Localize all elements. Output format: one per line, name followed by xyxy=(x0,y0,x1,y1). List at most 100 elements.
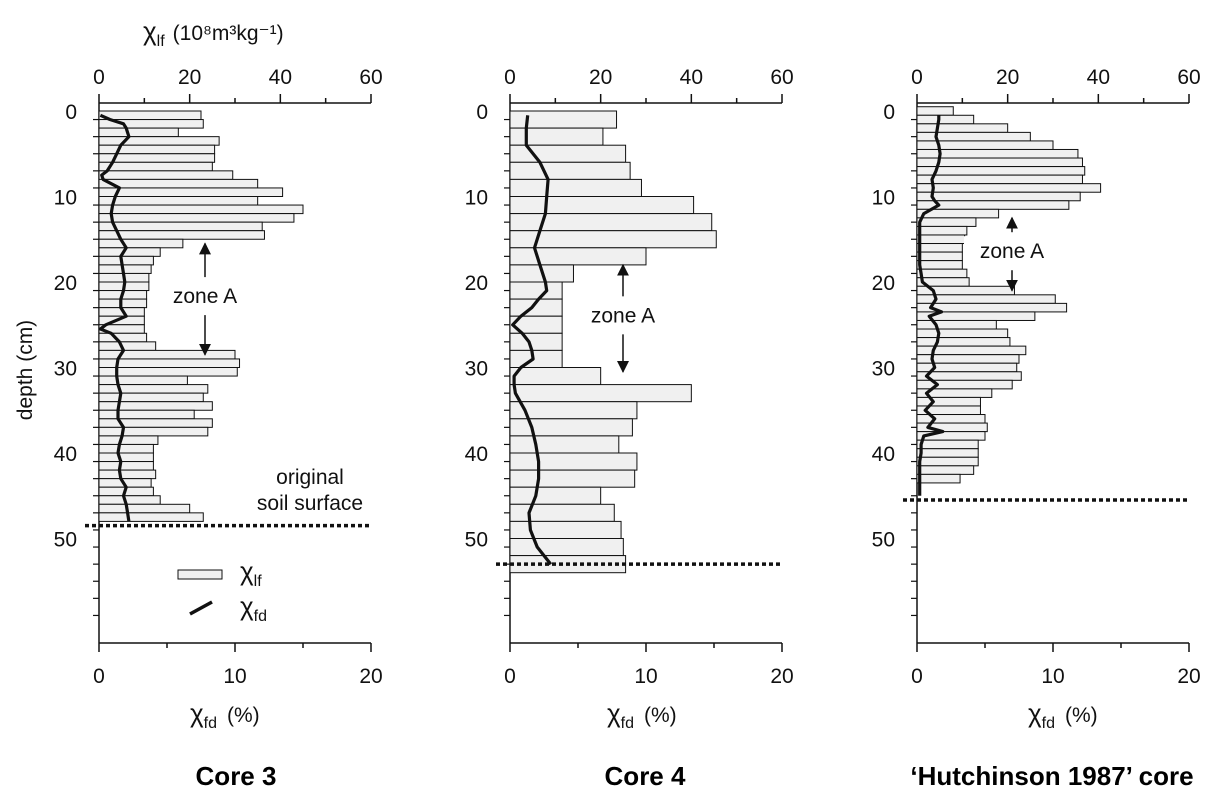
bottom-axis-unit: (%) xyxy=(644,704,677,727)
depth-tick-label: 30 xyxy=(465,358,488,381)
chi-lf-bar xyxy=(509,469,636,488)
depth-tick-label: 0 xyxy=(476,101,488,124)
legend-label-chi-lf: χlf xyxy=(240,556,262,590)
depth-tick-label: 40 xyxy=(465,443,488,466)
top-tick-label: 0 xyxy=(93,66,105,89)
bottom-axis-label-core-4: χfd (%) xyxy=(607,698,677,732)
chi-lf-bar xyxy=(509,503,615,522)
chi-lf-bar xyxy=(98,161,213,172)
chi-lf-bar xyxy=(509,127,604,146)
chi-lf-bar xyxy=(916,448,979,458)
chi-lf-bar xyxy=(916,328,1009,339)
legend: χlf χfd xyxy=(177,556,267,625)
chi-lf-bar xyxy=(509,161,631,180)
chi-lf-bar xyxy=(98,127,179,138)
panel-title-core-4: Core 4 xyxy=(605,761,686,791)
panel-core-4: 0 20 40 60 0 10 20 0 10 20 30 40 50 zone A xyxy=(465,66,794,688)
panel-hutchinson-1987-core: 0 20 40 60 0 10 20 0 10 20 30 40 50 zone A xyxy=(872,66,1201,688)
bottom-tick-label: 0 xyxy=(93,665,105,688)
panel-core-3: 0 20 40 60 0 10 20 0 10 20 30 40 50 zone A xyxy=(54,66,383,688)
chi-lf-bar xyxy=(916,473,961,484)
chi-lf-bar xyxy=(509,178,642,197)
chi-lf-bar xyxy=(916,337,1011,347)
bottom-tick-label: 0 xyxy=(504,665,516,688)
chi-lf-bar xyxy=(98,110,202,121)
chi-lf-bar xyxy=(916,123,1009,133)
chi-lf-bar xyxy=(98,341,157,351)
top-tick-label: 20 xyxy=(178,66,201,89)
chi-lf-bar xyxy=(916,465,975,475)
bottom-tick-label: 20 xyxy=(359,665,382,688)
chi-lf-bar xyxy=(98,178,259,189)
chi-lf-bar xyxy=(916,157,1083,168)
chi-lf-bar xyxy=(98,221,263,232)
top-tick-label: 60 xyxy=(770,66,793,89)
chi-lf-bar xyxy=(98,384,209,394)
chi-lf-bar xyxy=(98,503,191,514)
top-axis-unit: (10⁸m³kg⁻¹) xyxy=(173,22,284,45)
chi-lf-bar xyxy=(509,486,602,505)
chi-lf-bar xyxy=(916,294,1056,304)
chi-lf-bar xyxy=(916,439,979,450)
chi-lf-bar xyxy=(509,452,638,471)
depth-tick-label: 30 xyxy=(872,358,895,381)
top-tick-label: 60 xyxy=(359,66,382,89)
chi-lf-bar xyxy=(98,435,159,445)
depth-tick-label: 20 xyxy=(54,272,77,295)
chi-lf-bar xyxy=(509,538,624,557)
chi-lf-bar xyxy=(98,264,152,274)
legend-chi-lf-subscript: lf xyxy=(254,573,263,590)
chi-lf-bar xyxy=(916,456,979,467)
chi-lf-bar xyxy=(98,255,154,266)
bottom-tick-label: 10 xyxy=(223,665,246,688)
bottom-tick-label: 20 xyxy=(770,665,793,688)
bottom-axis-label-hutchinson: χfd (%) xyxy=(1028,698,1098,732)
chi-lf-bar xyxy=(916,183,1102,193)
chi-lf-bar xyxy=(98,495,161,505)
legend-chi-fd-symbol: χ xyxy=(240,591,254,621)
depth-tick-label: 40 xyxy=(54,443,77,466)
bottom-tick-label: 10 xyxy=(1041,665,1064,688)
chi-lf-bar xyxy=(916,268,968,279)
chi-lf-bar xyxy=(916,106,954,116)
chi-lf-bar xyxy=(98,213,295,223)
chi-lf-bar xyxy=(98,230,265,240)
chi-lf-bar xyxy=(98,426,209,437)
zone-a-label-background xyxy=(964,236,1060,263)
chi-lf-bar xyxy=(916,174,1083,185)
depth-tick-label: 10 xyxy=(872,187,895,210)
chi-lf-bar xyxy=(916,191,1081,202)
chi-lf-bar xyxy=(98,238,184,249)
legend-chi-fd-subscript: fd xyxy=(254,608,267,625)
annotation-soil-surface: soil surface xyxy=(257,492,363,515)
chi-lf-bar xyxy=(98,170,234,180)
chi-lf-bar xyxy=(98,418,213,428)
bottom-tick-label: 20 xyxy=(1177,665,1200,688)
chi-lf-bar xyxy=(916,234,966,245)
annotation-original: original xyxy=(276,466,344,489)
legend-label-chi-fd: χfd xyxy=(240,591,267,625)
chi-fd-line xyxy=(918,115,945,496)
depth-tick-label: 50 xyxy=(465,529,488,552)
chi-lf-bar xyxy=(509,332,563,351)
top-tick-label: 40 xyxy=(680,66,703,89)
chi-fd-subscript: fd xyxy=(1042,715,1055,732)
chi-lf-bar xyxy=(916,217,977,227)
bottom-axis-unit: (%) xyxy=(1065,704,1098,727)
chi-lf-bar xyxy=(98,469,157,480)
chi-lf-bar xyxy=(98,392,204,403)
chi-lf-bar xyxy=(98,401,213,411)
top-tick-label: 40 xyxy=(269,66,292,89)
chi-lf-bar xyxy=(98,298,148,309)
chi-lf-bar xyxy=(916,225,968,236)
chi-lf-bar xyxy=(509,196,695,215)
bottom-axis-unit: (%) xyxy=(227,704,260,727)
chi-fd-subscript: fd xyxy=(621,715,634,732)
chi-lf-bar xyxy=(509,384,692,403)
chi-lf-subscript: lf xyxy=(157,33,166,50)
chi-lf-bar xyxy=(916,131,1031,142)
chi-lf-bar xyxy=(98,375,188,386)
chi-fd-line xyxy=(98,113,131,522)
top-axis-label: χlf (10⁸m³kg⁻¹) xyxy=(143,16,284,50)
panel-title-core-3: Core 3 xyxy=(196,761,277,791)
